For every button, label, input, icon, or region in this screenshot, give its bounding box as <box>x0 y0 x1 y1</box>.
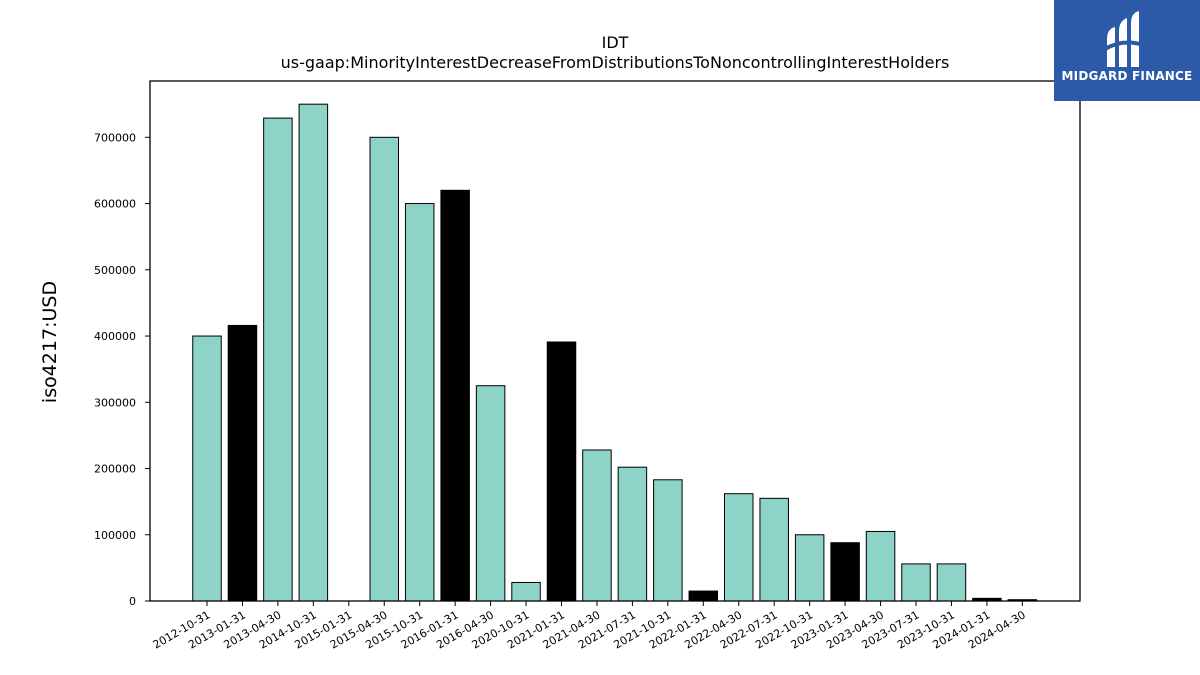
bar-2021-07-31 <box>617 466 648 602</box>
plot-frame <box>149 80 1081 602</box>
y-tick-label: 200000 <box>94 463 136 476</box>
bar-2015-10-31 <box>404 203 435 602</box>
bar-2021-01-31 <box>546 341 577 602</box>
x-axis-ticks: 2012-10-312013-01-312013-04-302014-10-31… <box>151 601 1028 652</box>
bar-2023-04-30 <box>865 530 896 602</box>
bar-2023-07-31 <box>901 563 931 602</box>
bar-2022-01-31 <box>688 590 719 602</box>
bar-2021-04-30 <box>582 449 612 602</box>
bar-2016-04-30 <box>475 385 506 602</box>
midgard-finance-logo: MIDGARD FINANCE <box>1054 0 1200 101</box>
y-tick-label: 500000 <box>94 264 136 277</box>
y-tick-label: 300000 <box>94 396 136 409</box>
bar-2014-10-31 <box>298 103 329 602</box>
bar-2022-04-30 <box>724 493 754 602</box>
y-tick-label: 600000 <box>94 198 136 211</box>
bars-group <box>192 103 1038 602</box>
y-tick-label: 0 <box>129 595 136 608</box>
bar-2013-04-30 <box>263 117 293 602</box>
y-axis-label: iso4217:USD <box>39 281 61 403</box>
y-tick-label: 100000 <box>94 529 136 542</box>
bar-2013-01-31 <box>227 324 258 602</box>
logo-text: MIDGARD FINANCE <box>1061 69 1193 83</box>
y-axis-ticks: 0 100000 200000 300000 400000 500000 600000 700… <box>94 131 150 608</box>
bar-2016-01-31 <box>440 189 470 602</box>
bar-2020-10-31 <box>511 581 541 602</box>
bar-2023-10-31 <box>936 563 967 602</box>
chart-title: IDT <box>602 33 629 52</box>
bar-2023-01-31 <box>830 542 860 602</box>
chart-subtitle: us-gaap:MinorityInterestDecreaseFromDist… <box>281 53 950 72</box>
bar-2022-07-31 <box>759 497 789 602</box>
bar-2022-10-31 <box>794 534 825 602</box>
y-tick-label: 400000 <box>94 330 136 343</box>
midgard-logo-icon <box>1103 11 1150 67</box>
bar-2015-04-30 <box>369 136 399 602</box>
bar-2021-10-31 <box>653 479 683 602</box>
y-tick-label: 700000 <box>94 131 136 144</box>
bar-2012-10-31 <box>192 335 222 602</box>
